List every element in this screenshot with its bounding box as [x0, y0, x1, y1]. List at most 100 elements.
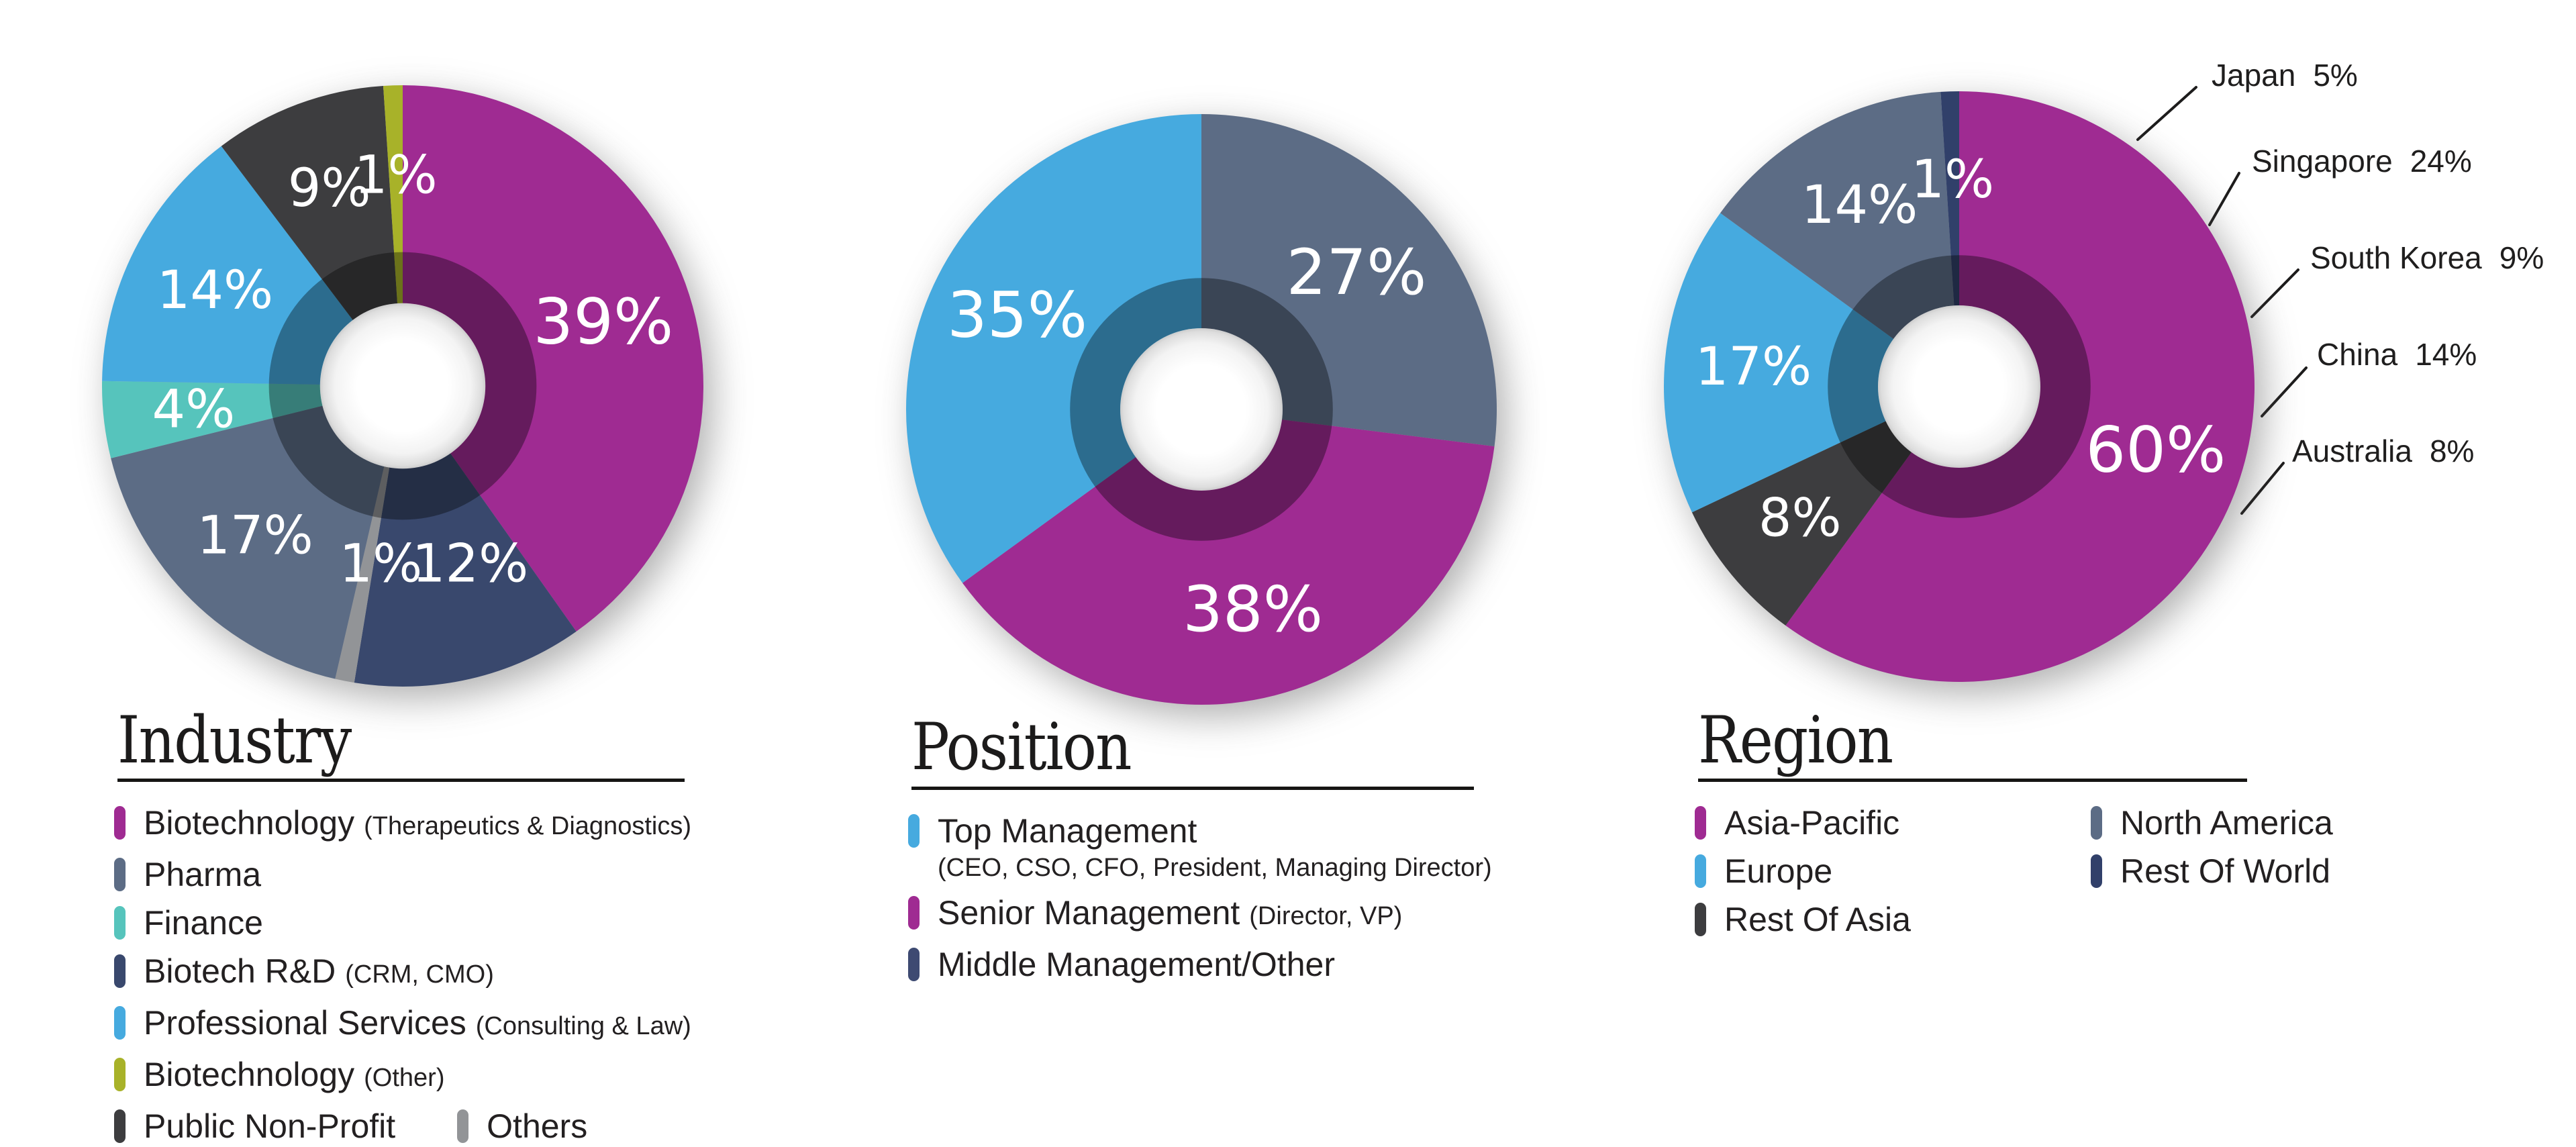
- slice-value-label-public-non-profit: 9%: [288, 158, 371, 219]
- region-donut-svg: 60% 8% 17% 14%1%: [1664, 91, 2255, 683]
- region-title: Region: [1698, 703, 1893, 778]
- legend-row: Biotech R&D (CRM, CMO): [114, 952, 691, 993]
- legend-swatch-rest-of-asia: [1695, 903, 1706, 936]
- legend-row: Top Management (CEO, CSO, CFO, President,…: [908, 812, 1492, 883]
- legend-label: Professional Services: [144, 1004, 466, 1042]
- legend-label: North America: [2120, 804, 2333, 842]
- slice-value-label-senior-management-director-vp: 38%: [1183, 573, 1323, 646]
- legend-row: Public Non-Profit Others: [114, 1107, 691, 1145]
- legend-swatch-public-non-profit: [114, 1109, 126, 1143]
- legend-label: Biotechnology: [144, 804, 355, 842]
- legend-swatch-pharma: [114, 858, 126, 891]
- position-legend: Top Management (CEO, CSO, CFO, President,…: [908, 812, 1492, 983]
- region-title-underline: [1698, 779, 2247, 782]
- callout-china: China 14%: [2317, 336, 2477, 372]
- legend-item-pharma: Pharma: [114, 856, 261, 893]
- slice-pharma: [111, 386, 403, 679]
- callout-value: 24%: [2410, 144, 2472, 179]
- legend-item-rest-of-world: Rest Of World: [2091, 852, 2333, 890]
- legend-swatch-senior-management: [908, 896, 920, 930]
- callout-label: Singapore: [2252, 144, 2393, 179]
- slice-value-label-biotechnology-other: 1%: [354, 146, 438, 206]
- industry-donut-chart: 39% 12% 1% 17% 4% 14% 9% 1%: [38, 21, 767, 750]
- callout-label: Australia: [2292, 434, 2412, 468]
- legend-column-2: North America Rest Of World: [2091, 804, 2333, 938]
- legend-note: (Other): [364, 1064, 445, 1092]
- legend-label-wrap: Biotechnology (Other): [144, 1056, 444, 1097]
- slice-value-label-professional-services-consulting-law: 14%: [157, 260, 273, 321]
- donut-inner-ring-shade: [1828, 255, 2091, 518]
- legend-item-asia-pacific: Asia-Pacific: [1695, 804, 2091, 842]
- slice-value-label-pharma: 17%: [197, 506, 313, 566]
- callout-label: South Korea: [2310, 240, 2482, 275]
- slice-value-label-others: 1%: [340, 534, 423, 595]
- legend-label: Biotechnology: [144, 1056, 355, 1093]
- legend-label: Biotech R&D: [144, 952, 336, 990]
- legend-label: Rest Of Asia: [1724, 901, 1911, 938]
- legend-label: Public Non-Profit: [144, 1107, 396, 1145]
- slice-value-label-europe: 17%: [1695, 337, 1812, 397]
- legend-swatch-biotechnology: [114, 806, 126, 840]
- legend-item-public-non-profit: Public Non-Profit: [114, 1107, 395, 1145]
- legend-label: Pharma: [144, 856, 262, 893]
- legend-item-middle-management-other: Middle Management/Other: [908, 946, 1335, 983]
- legend-label: Finance: [144, 904, 263, 942]
- legend-swatch-asia-pacific: [1695, 806, 1706, 840]
- legend-label-wrap: Finance: [144, 904, 263, 942]
- industry-legend: Biotechnology (Therapeutics & Diagnostics…: [114, 804, 691, 1145]
- legend-item-biotechnology: Biotechnology (Other): [114, 1056, 444, 1097]
- industry-title: Industry: [117, 703, 352, 778]
- legend-label: Europe: [1724, 852, 1833, 890]
- legend-swatch-top-management: [908, 814, 920, 848]
- slice-rest-of-asia: [1691, 387, 1959, 626]
- callout-label: China: [2317, 337, 2398, 372]
- callout-japan: Japan 5%: [2212, 57, 2358, 93]
- region-donut-chart: 60% 8% 17% 14% 1%: [1600, 28, 2318, 746]
- legend-label-wrap: Rest Of World: [2120, 852, 2330, 890]
- legend-row: Senior Management (Director, VP): [908, 894, 1492, 935]
- position-title-underline: [911, 787, 1474, 790]
- legend-row: Professional Services (Consulting & Law): [114, 1004, 691, 1045]
- industry-donut-svg: 39%12%1%17%4%14%9%1%: [102, 85, 703, 687]
- legend-item-north-america: North America: [2091, 804, 2333, 842]
- legend-label-wrap: Asia-Pacific: [1724, 804, 1899, 842]
- legend-item-biotechnology: Biotechnology (Therapeutics & Diagnostics…: [114, 804, 691, 845]
- legend-item-europe: Europe: [1695, 852, 2091, 890]
- legend-label: Rest Of World: [2120, 852, 2331, 890]
- donut-inner-ring-shade: [1070, 278, 1333, 541]
- legend-swatch-finance: [114, 906, 126, 940]
- legend-label-wrap: Biotech R&D (CRM, CMO): [144, 952, 494, 993]
- slice-middle-management-other: [1201, 114, 1497, 447]
- slice-value-label-biotech-r-d-crm-cmo: 12%: [412, 534, 528, 595]
- legend-swatch-north-america: [2091, 806, 2102, 840]
- slice-value-label-asia-pacific: 60%: [2085, 414, 2226, 487]
- legend-item-top-management: Top Management (CEO, CSO, CFO, President,…: [908, 812, 1492, 883]
- legend-swatch-rest-of-world: [2091, 854, 2102, 888]
- legend-item-finance: Finance: [114, 904, 263, 942]
- callout-value: 14%: [2415, 337, 2477, 372]
- legend-swatch-biotechnology: [114, 1058, 126, 1091]
- legend-item-senior-management: Senior Management (Director, VP): [908, 894, 1402, 935]
- legend-note: (Director, VP): [1249, 902, 1403, 930]
- legend-note: (Consulting & Law): [475, 1012, 691, 1040]
- slice-value-label-north-america: 14%: [1801, 175, 1918, 236]
- legend-label-wrap: North America: [2120, 804, 2333, 842]
- donut-inner-ring-shade: [268, 252, 537, 520]
- legend-swatch-others: [457, 1109, 469, 1143]
- legend-label-wrap: Pharma: [144, 856, 261, 893]
- slice-value-label-top-management-ceo-cso-cfo-president-managing-director: 35%: [947, 279, 1087, 352]
- legend-row: Biotechnology (Other): [114, 1056, 691, 1097]
- legend-row: Finance: [114, 904, 691, 942]
- legend-row: Middle Management/Other: [908, 946, 1492, 983]
- legend-swatch-biotech-r-d: [114, 954, 126, 988]
- legend-label-wrap: Others: [487, 1107, 587, 1145]
- callout-value: 8%: [2429, 434, 2475, 468]
- donut-center-hole: [1878, 305, 2040, 468]
- legend-label: Middle Management/Other: [938, 946, 1335, 983]
- legend-label-wrap: Middle Management/Other: [938, 946, 1335, 983]
- slice-value-label-rest-of-world: 1%: [1911, 150, 1994, 210]
- slice-value-label-middle-management-other: 27%: [1287, 236, 1427, 309]
- slice-professional-services-consulting-law: [102, 146, 403, 386]
- legend-label-wrap: Professional Services (Consulting & Law): [144, 1004, 691, 1045]
- slice-europe: [1664, 213, 1959, 513]
